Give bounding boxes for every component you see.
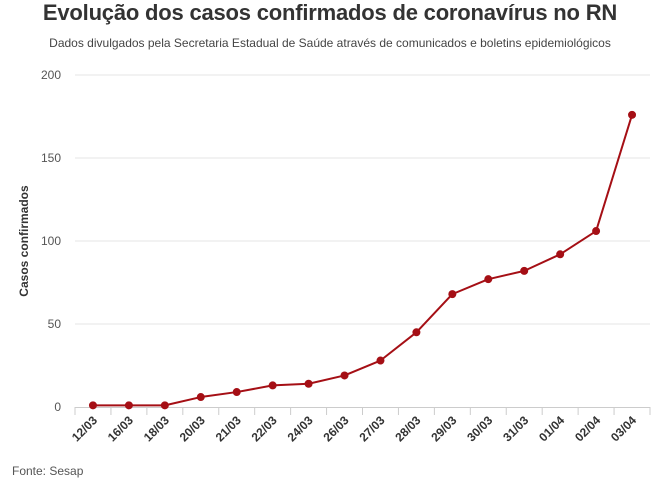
data-point [520, 266, 529, 275]
y-tick-label: 200 [41, 68, 61, 82]
data-point [376, 356, 385, 365]
data-point [592, 227, 601, 236]
x-tick-label: 01/04 [536, 413, 567, 444]
data-point [484, 275, 493, 284]
data-point [160, 401, 169, 410]
chart-title: Evolução dos casos confirmados de corona… [42, 0, 618, 25]
y-axis-title: Casos confirmados [17, 185, 31, 297]
x-tick-label: 16/03 [105, 413, 136, 444]
y-tick-label: 0 [54, 400, 61, 414]
data-point [304, 379, 313, 388]
data-point [556, 250, 565, 259]
data-point [268, 381, 277, 390]
x-tick-label: 20/03 [177, 413, 208, 444]
data-point [448, 290, 457, 299]
x-tick-label: 26/03 [321, 413, 352, 444]
x-tick-label: 30/03 [464, 413, 495, 444]
series-line [92, 114, 633, 407]
data-point [124, 401, 133, 410]
chart-subtitle: Dados divulgados pela Secretaria Estadua… [49, 36, 611, 50]
x-tick-label: 22/03 [249, 413, 280, 444]
x-tick-label: 29/03 [428, 413, 459, 444]
data-point [196, 393, 205, 402]
y-tick-label: 150 [41, 151, 61, 165]
x-tick-label: 02/04 [572, 413, 603, 444]
data-point [88, 401, 97, 410]
data-point [340, 371, 349, 380]
x-tick-label: 18/03 [141, 413, 172, 444]
x-tick-label: 28/03 [392, 413, 423, 444]
x-tick-label: 31/03 [500, 413, 531, 444]
data-point [412, 328, 421, 337]
x-tick-label: 03/04 [608, 413, 639, 444]
x-tick-label: 27/03 [356, 413, 387, 444]
x-tick-label: 24/03 [285, 413, 316, 444]
x-tick-label: 21/03 [213, 413, 244, 444]
y-tick-label: 100 [41, 234, 61, 248]
source-note: Fonte: Sesap [12, 464, 84, 478]
x-tick-label: 12/03 [69, 413, 100, 444]
data-point [628, 110, 637, 119]
data-point [232, 388, 241, 397]
y-tick-label: 50 [48, 317, 62, 331]
